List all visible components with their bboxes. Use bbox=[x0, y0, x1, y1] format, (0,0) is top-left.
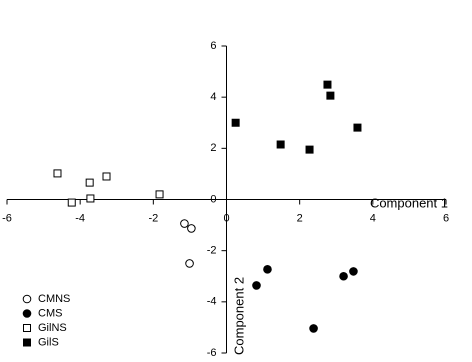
point bbox=[185, 259, 194, 268]
y-tick-label: 2 bbox=[210, 142, 216, 154]
legend-label: GilS bbox=[38, 336, 59, 348]
x-tick-label: -4 bbox=[75, 212, 85, 224]
point bbox=[323, 80, 332, 89]
point bbox=[187, 224, 196, 233]
legend-marker bbox=[22, 309, 32, 318]
point bbox=[180, 219, 189, 228]
point bbox=[155, 190, 164, 199]
y-tick-label: 6 bbox=[210, 40, 216, 52]
legend-marker bbox=[23, 324, 31, 332]
legend-label: CMS bbox=[38, 307, 62, 319]
legend-marker bbox=[23, 338, 31, 347]
y-tick-label: -4 bbox=[207, 296, 217, 308]
point bbox=[339, 271, 348, 281]
point bbox=[326, 91, 335, 100]
x-tick-label: 0 bbox=[223, 212, 229, 224]
y-axis-label: Component 2 bbox=[231, 277, 246, 355]
x-tick-label: -2 bbox=[148, 212, 158, 224]
point bbox=[309, 324, 318, 333]
x-tick-label: -6 bbox=[2, 212, 12, 224]
point bbox=[102, 172, 111, 181]
point bbox=[263, 265, 272, 274]
y-tick-label: 4 bbox=[210, 91, 216, 103]
legend-label: GilNS bbox=[38, 322, 67, 334]
legend-marker bbox=[22, 294, 32, 304]
point bbox=[231, 118, 240, 127]
x-axis-label: Component 1 bbox=[370, 195, 448, 210]
point bbox=[252, 281, 261, 290]
point bbox=[276, 140, 285, 149]
point bbox=[85, 178, 94, 187]
y-tick-label: -2 bbox=[207, 245, 217, 257]
y-tick-label: 0 bbox=[210, 193, 216, 205]
legend-label: CMNS bbox=[38, 293, 70, 305]
point bbox=[305, 145, 314, 154]
point bbox=[349, 267, 358, 276]
x-tick-label: 4 bbox=[370, 212, 376, 224]
x-tick-label: 6 bbox=[443, 212, 449, 224]
point bbox=[67, 198, 76, 207]
point bbox=[86, 194, 95, 203]
point bbox=[353, 123, 362, 132]
x-tick-label: 2 bbox=[297, 212, 303, 224]
y-tick-label: -6 bbox=[207, 347, 217, 359]
point bbox=[53, 169, 62, 178]
